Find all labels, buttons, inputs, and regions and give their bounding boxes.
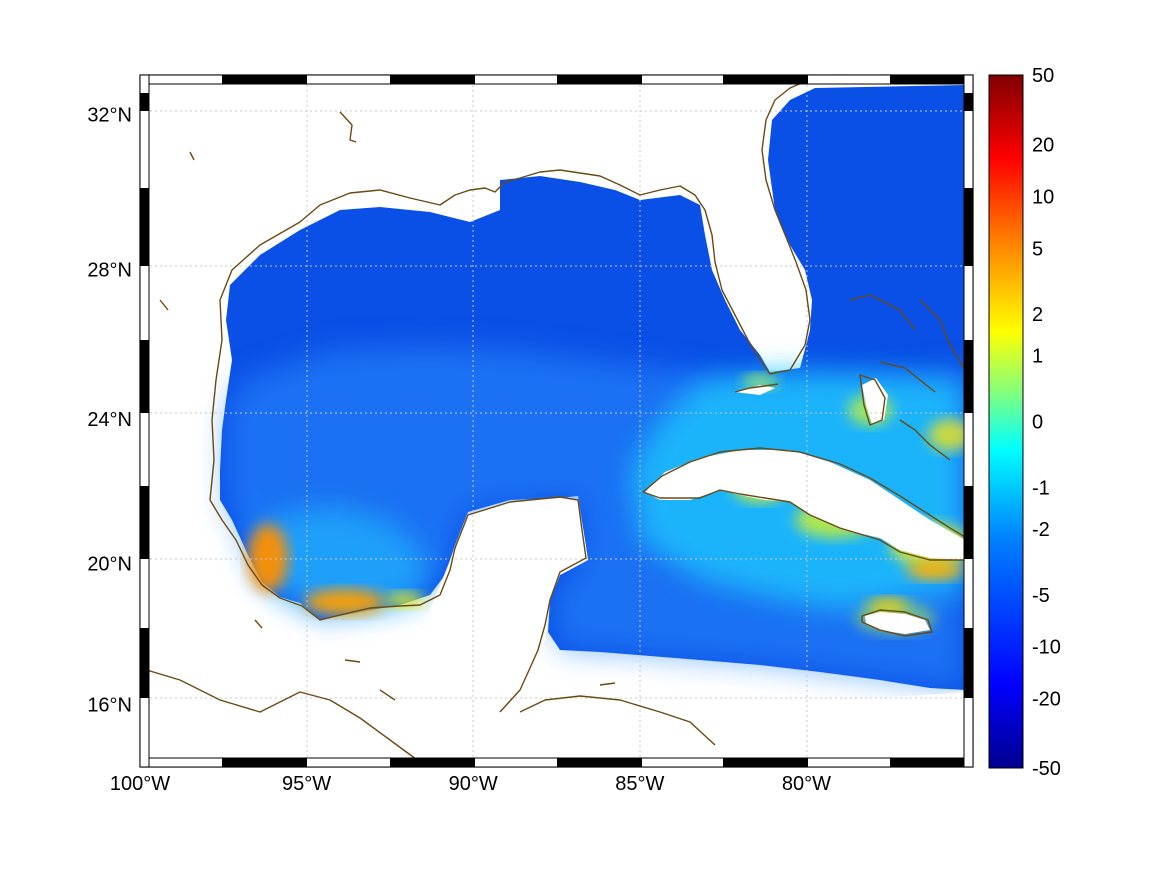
lat-tick-label: 20°N bbox=[87, 553, 132, 575]
lat-tick-labels: 16°N 20°N 24°N 28°N 32°N bbox=[87, 105, 132, 717]
warm-windward bbox=[907, 560, 963, 580]
colorbar-tick-label: -10 bbox=[1032, 637, 1061, 659]
keys-coastline bbox=[734, 383, 779, 393]
colorbar-gradient bbox=[988, 74, 1024, 769]
lon-tick-label: 100°W bbox=[110, 773, 170, 795]
us-gulf-coastline bbox=[209, 75, 819, 501]
small-islands bbox=[159, 111, 616, 701]
colorbar-tick-label: 0 bbox=[1032, 412, 1043, 434]
colorbar-tick-label: 50 bbox=[1032, 65, 1054, 87]
lat-tick-label: 24°N bbox=[87, 409, 132, 431]
honduras-coastline bbox=[519, 695, 716, 746]
colorbar-tick-label: 20 bbox=[1032, 134, 1054, 156]
warm-campeche-west bbox=[248, 524, 288, 592]
lon-tick-label: 95°W bbox=[282, 773, 331, 795]
lon-tick-label: 90°W bbox=[449, 773, 498, 795]
warm-campeche-east bbox=[385, 592, 425, 608]
coastlines bbox=[140, 75, 971, 763]
cuba-coastline bbox=[642, 447, 971, 561]
lon-tick-label: 85°W bbox=[615, 773, 664, 795]
jamaica-land bbox=[865, 612, 930, 634]
central-america-coastline bbox=[140, 667, 421, 763]
keys-land bbox=[735, 385, 775, 395]
jamaica-coastline bbox=[861, 609, 933, 637]
cuba-land bbox=[645, 450, 965, 560]
colorbar-tick-label: 10 bbox=[1032, 186, 1054, 208]
land-masses bbox=[140, 378, 973, 767]
colorbar-tick-label: -1 bbox=[1032, 477, 1050, 499]
yucatan-land bbox=[430, 498, 588, 662]
colorbar-tick-label: 1 bbox=[1032, 346, 1043, 368]
colorbar-tick-label: -50 bbox=[1032, 758, 1061, 780]
lat-tick-label: 28°N bbox=[87, 260, 132, 282]
colorbar-tick-label: -5 bbox=[1032, 585, 1050, 607]
colorbar-tick-label: -20 bbox=[1032, 689, 1061, 711]
bahamas-coastline bbox=[849, 294, 966, 461]
mexico-coastline bbox=[209, 496, 587, 713]
colorbar-tick-label: -2 bbox=[1032, 519, 1050, 541]
warm-bahamas-east bbox=[928, 419, 972, 451]
lon-tick-labels: 100°W 95°W 90°W 85°W 80°W bbox=[110, 773, 831, 795]
lon-tick-label: 80°W bbox=[782, 773, 831, 795]
colorbar-tick-label: 5 bbox=[1032, 238, 1043, 260]
map-frame bbox=[139, 74, 974, 768]
warm-campeche-south bbox=[305, 589, 385, 615]
lat-tick-label: 32°N bbox=[87, 105, 132, 127]
colorbar-tick-label: 2 bbox=[1032, 304, 1043, 326]
lat-tick-label: 16°N bbox=[87, 695, 132, 717]
central-america-land bbox=[140, 680, 973, 767]
